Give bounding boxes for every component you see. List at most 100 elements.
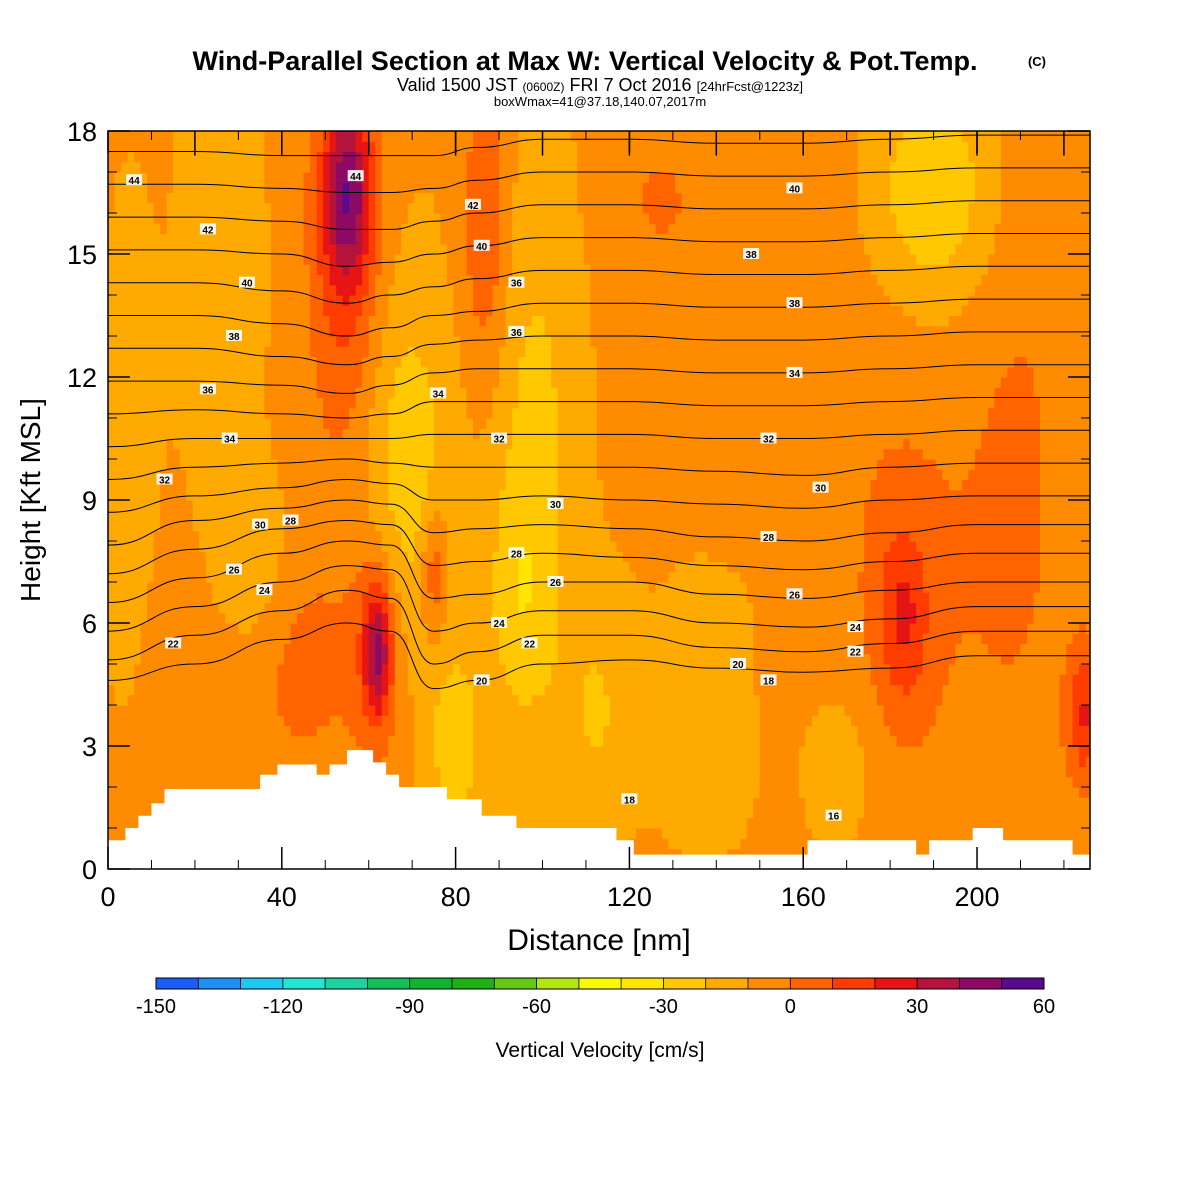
w-cell bbox=[388, 366, 396, 378]
w-cell bbox=[479, 705, 487, 716]
w-cell bbox=[238, 202, 246, 214]
w-cell bbox=[440, 274, 448, 286]
w-cell bbox=[336, 284, 344, 296]
w-cell bbox=[492, 653, 500, 665]
w-cell bbox=[433, 377, 441, 388]
w-cell bbox=[127, 664, 135, 675]
w-cell bbox=[108, 172, 116, 183]
w-cell bbox=[134, 305, 142, 317]
w-cell bbox=[179, 161, 187, 173]
w-cell bbox=[316, 633, 324, 645]
w-cell bbox=[225, 653, 233, 665]
w-cell bbox=[147, 664, 155, 675]
w-cell bbox=[427, 325, 435, 337]
w-cell bbox=[134, 469, 142, 481]
w-cell bbox=[414, 633, 422, 645]
w-cell bbox=[479, 571, 487, 583]
w-cell bbox=[538, 438, 546, 450]
w-cell bbox=[349, 213, 357, 224]
w-cell bbox=[108, 807, 116, 819]
w-cell bbox=[173, 541, 181, 552]
w-cell bbox=[433, 776, 441, 788]
w-cell bbox=[512, 561, 520, 573]
w-cell bbox=[205, 315, 213, 327]
w-cell bbox=[238, 725, 246, 737]
w-cell bbox=[108, 828, 116, 839]
w-cell bbox=[297, 356, 305, 368]
w-cell bbox=[368, 192, 376, 204]
w-cell bbox=[544, 459, 552, 470]
w-cell bbox=[551, 479, 559, 491]
w-cell bbox=[179, 623, 187, 634]
w-cell bbox=[368, 530, 376, 542]
w-cell bbox=[440, 684, 448, 696]
w-cell bbox=[303, 274, 311, 286]
w-cell bbox=[290, 520, 298, 532]
w-cell bbox=[303, 715, 311, 727]
w-cell bbox=[244, 623, 252, 634]
w-cell bbox=[244, 366, 252, 378]
w-cell bbox=[486, 633, 494, 645]
w-cell bbox=[492, 254, 500, 265]
w-cell bbox=[121, 202, 129, 214]
w-cell bbox=[212, 346, 220, 358]
w-cell bbox=[355, 315, 363, 327]
w-cell bbox=[414, 213, 422, 224]
w-cell bbox=[297, 141, 305, 153]
w-cell bbox=[238, 756, 246, 768]
w-cell bbox=[147, 346, 155, 358]
w-cell bbox=[114, 541, 122, 552]
w-cell bbox=[290, 561, 298, 573]
w-cell bbox=[531, 438, 539, 450]
w-cell bbox=[205, 541, 213, 552]
w-cell bbox=[127, 817, 135, 829]
w-cell bbox=[512, 377, 520, 388]
w-cell bbox=[140, 305, 148, 317]
w-cell bbox=[225, 397, 233, 409]
w-cell bbox=[140, 705, 148, 716]
w-cell bbox=[127, 633, 135, 645]
w-cell bbox=[316, 561, 324, 573]
w-cell bbox=[329, 233, 337, 245]
w-cell bbox=[205, 377, 213, 388]
w-cell bbox=[466, 295, 474, 306]
w-cell bbox=[460, 500, 468, 511]
w-cell bbox=[134, 500, 142, 511]
w-cell bbox=[551, 520, 559, 532]
w-cell bbox=[173, 223, 181, 235]
w-cell bbox=[349, 551, 357, 563]
w-cell bbox=[420, 151, 428, 163]
w-cell bbox=[544, 653, 552, 665]
w-cell bbox=[290, 254, 298, 265]
w-cell bbox=[440, 725, 448, 737]
w-cell bbox=[329, 469, 337, 481]
w-cell bbox=[407, 746, 415, 757]
w-cell bbox=[336, 233, 344, 245]
w-cell bbox=[231, 756, 239, 768]
w-cell bbox=[166, 746, 174, 757]
w-cell bbox=[460, 356, 468, 368]
w-cell bbox=[544, 264, 552, 276]
w-cell bbox=[401, 541, 409, 552]
w-cell bbox=[329, 438, 337, 450]
w-cell bbox=[140, 571, 148, 583]
w-cell bbox=[473, 131, 481, 142]
w-cell bbox=[284, 551, 292, 563]
w-cell bbox=[388, 510, 396, 522]
w-cell bbox=[446, 664, 454, 675]
w-cell bbox=[407, 161, 415, 173]
w-cell bbox=[551, 284, 559, 296]
w-cell bbox=[212, 541, 220, 552]
w-cell bbox=[349, 264, 357, 276]
w-cell bbox=[166, 295, 174, 306]
w-cell bbox=[264, 151, 272, 163]
w-cell bbox=[362, 233, 370, 245]
w-cell bbox=[153, 213, 161, 224]
w-cell bbox=[551, 438, 559, 450]
w-cell bbox=[401, 141, 409, 153]
w-cell bbox=[427, 633, 435, 645]
w-cell bbox=[388, 592, 396, 604]
w-cell bbox=[179, 295, 187, 306]
w-cell bbox=[355, 438, 363, 450]
w-cell bbox=[199, 366, 207, 378]
